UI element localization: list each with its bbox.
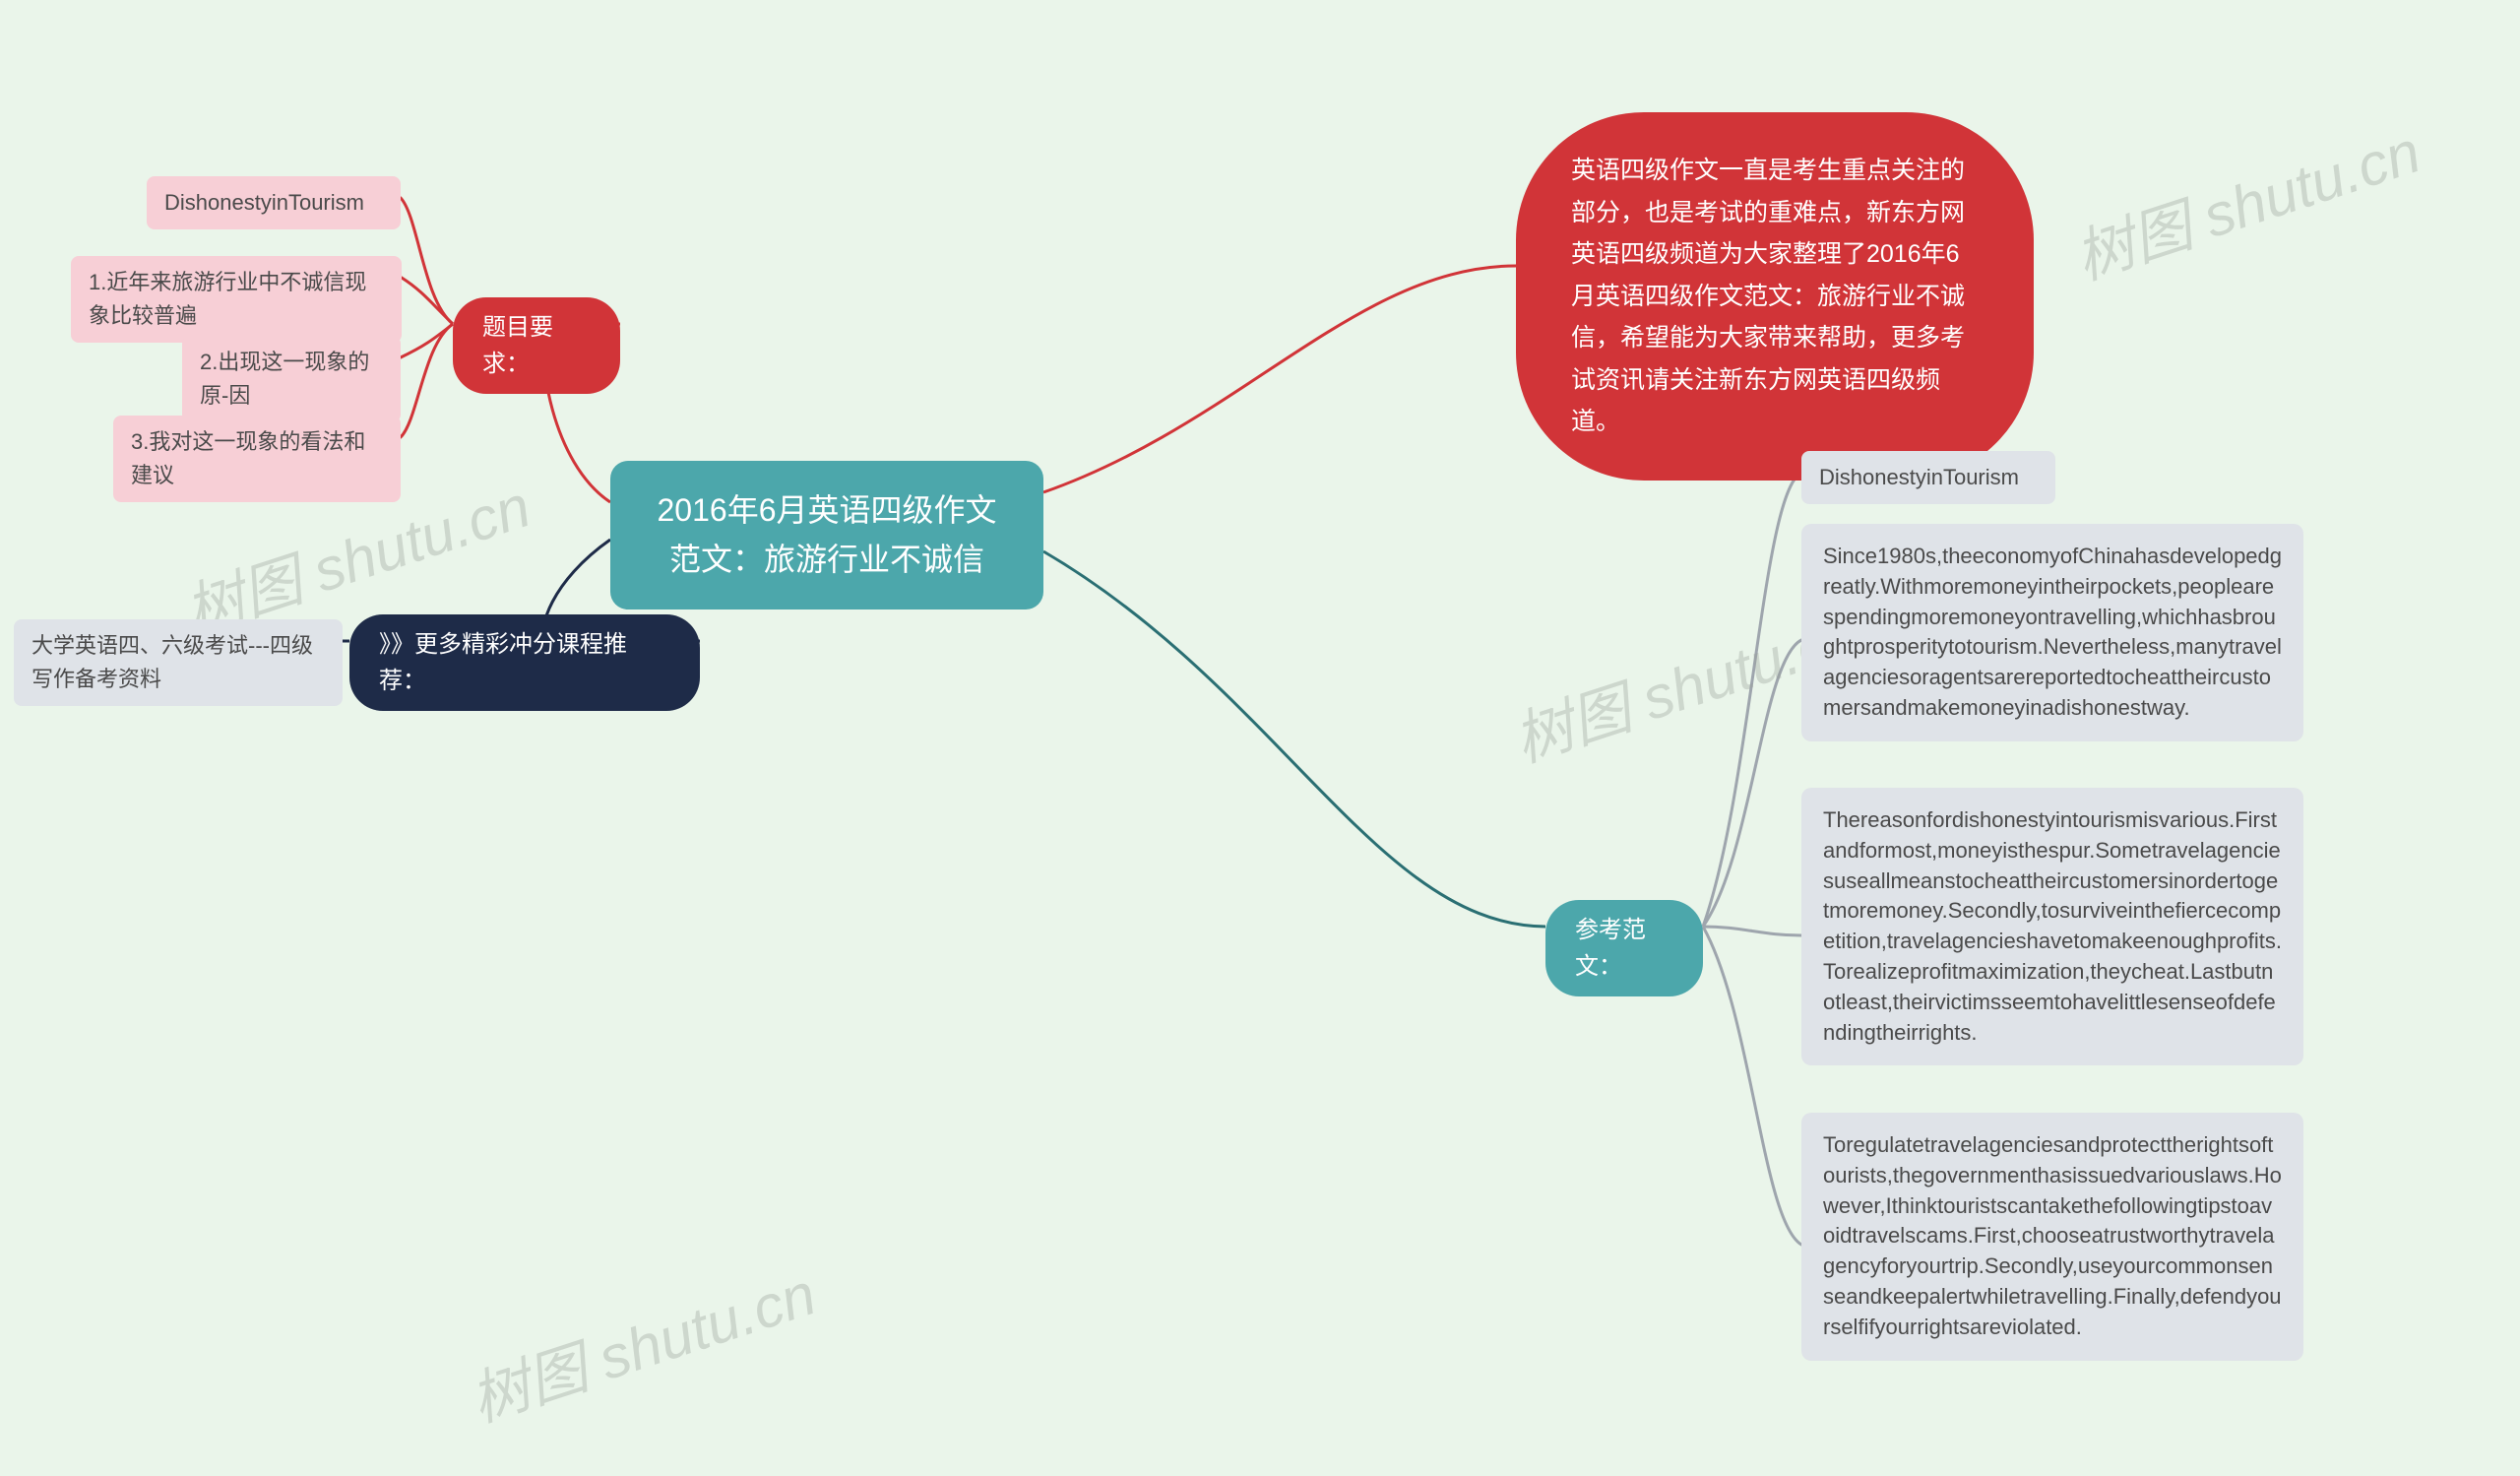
watermark: 树图 shutu.cn: [458, 1247, 825, 1439]
requirement-item: 1.近年来旅游行业中不诚信现象比较普遍: [71, 256, 402, 343]
intro-text: 英语四级作文一直是考生重点关注的部分，也是考试的重难点，新东方网英语四级频道为大…: [1571, 157, 1965, 435]
requirement-item: 3.我对这一现象的看法和建议: [113, 416, 401, 502]
center-line2: 范文：旅游行业不诚信: [644, 536, 1010, 585]
watermark: 树图 shutu.cn: [2062, 104, 2429, 296]
connector-line: [1043, 551, 1545, 927]
reference-paragraph: Thereasonfordishonestyintourismisvarious…: [1801, 788, 2303, 1065]
courses-badge[interactable]: 》》更多精彩冲分课程推荐：: [349, 614, 700, 711]
center-node: 2016年6月英语四级作文 范文：旅游行业不诚信: [610, 461, 1043, 610]
intro-box: 英语四级作文一直是考生重点关注的部分，也是考试的重难点，新东方网英语四级频道为大…: [1516, 112, 2034, 481]
requirement-item: 2.出现这一现象的原-因: [182, 336, 401, 422]
reference-label: 参考范文：: [1575, 917, 1646, 980]
reference-title: DishonestyinTourism: [1819, 465, 2019, 489]
reference-badge[interactable]: 参考范文：: [1545, 900, 1703, 996]
reference-paragraph: Since1980s,theeconomyofChinahasdeveloped…: [1801, 524, 2303, 741]
requirements-badge[interactable]: 题目要求：: [453, 297, 620, 394]
reference-title-box: DishonestyinTourism: [1801, 451, 2055, 504]
center-line1: 2016年6月英语四级作文: [644, 486, 1010, 536]
reference-paragraph: Toregulatetravelagenciesandprotecttherig…: [1801, 1113, 2303, 1361]
requirements-label: 题目要求：: [482, 314, 553, 377]
courses-label: 》》更多精彩冲分课程推荐：: [379, 631, 627, 694]
course-item: 大学英语四、六级考试---四级写作备考资料: [14, 619, 343, 706]
requirement-item: DishonestyinTourism: [147, 176, 401, 229]
connector-line: [1043, 266, 1516, 492]
